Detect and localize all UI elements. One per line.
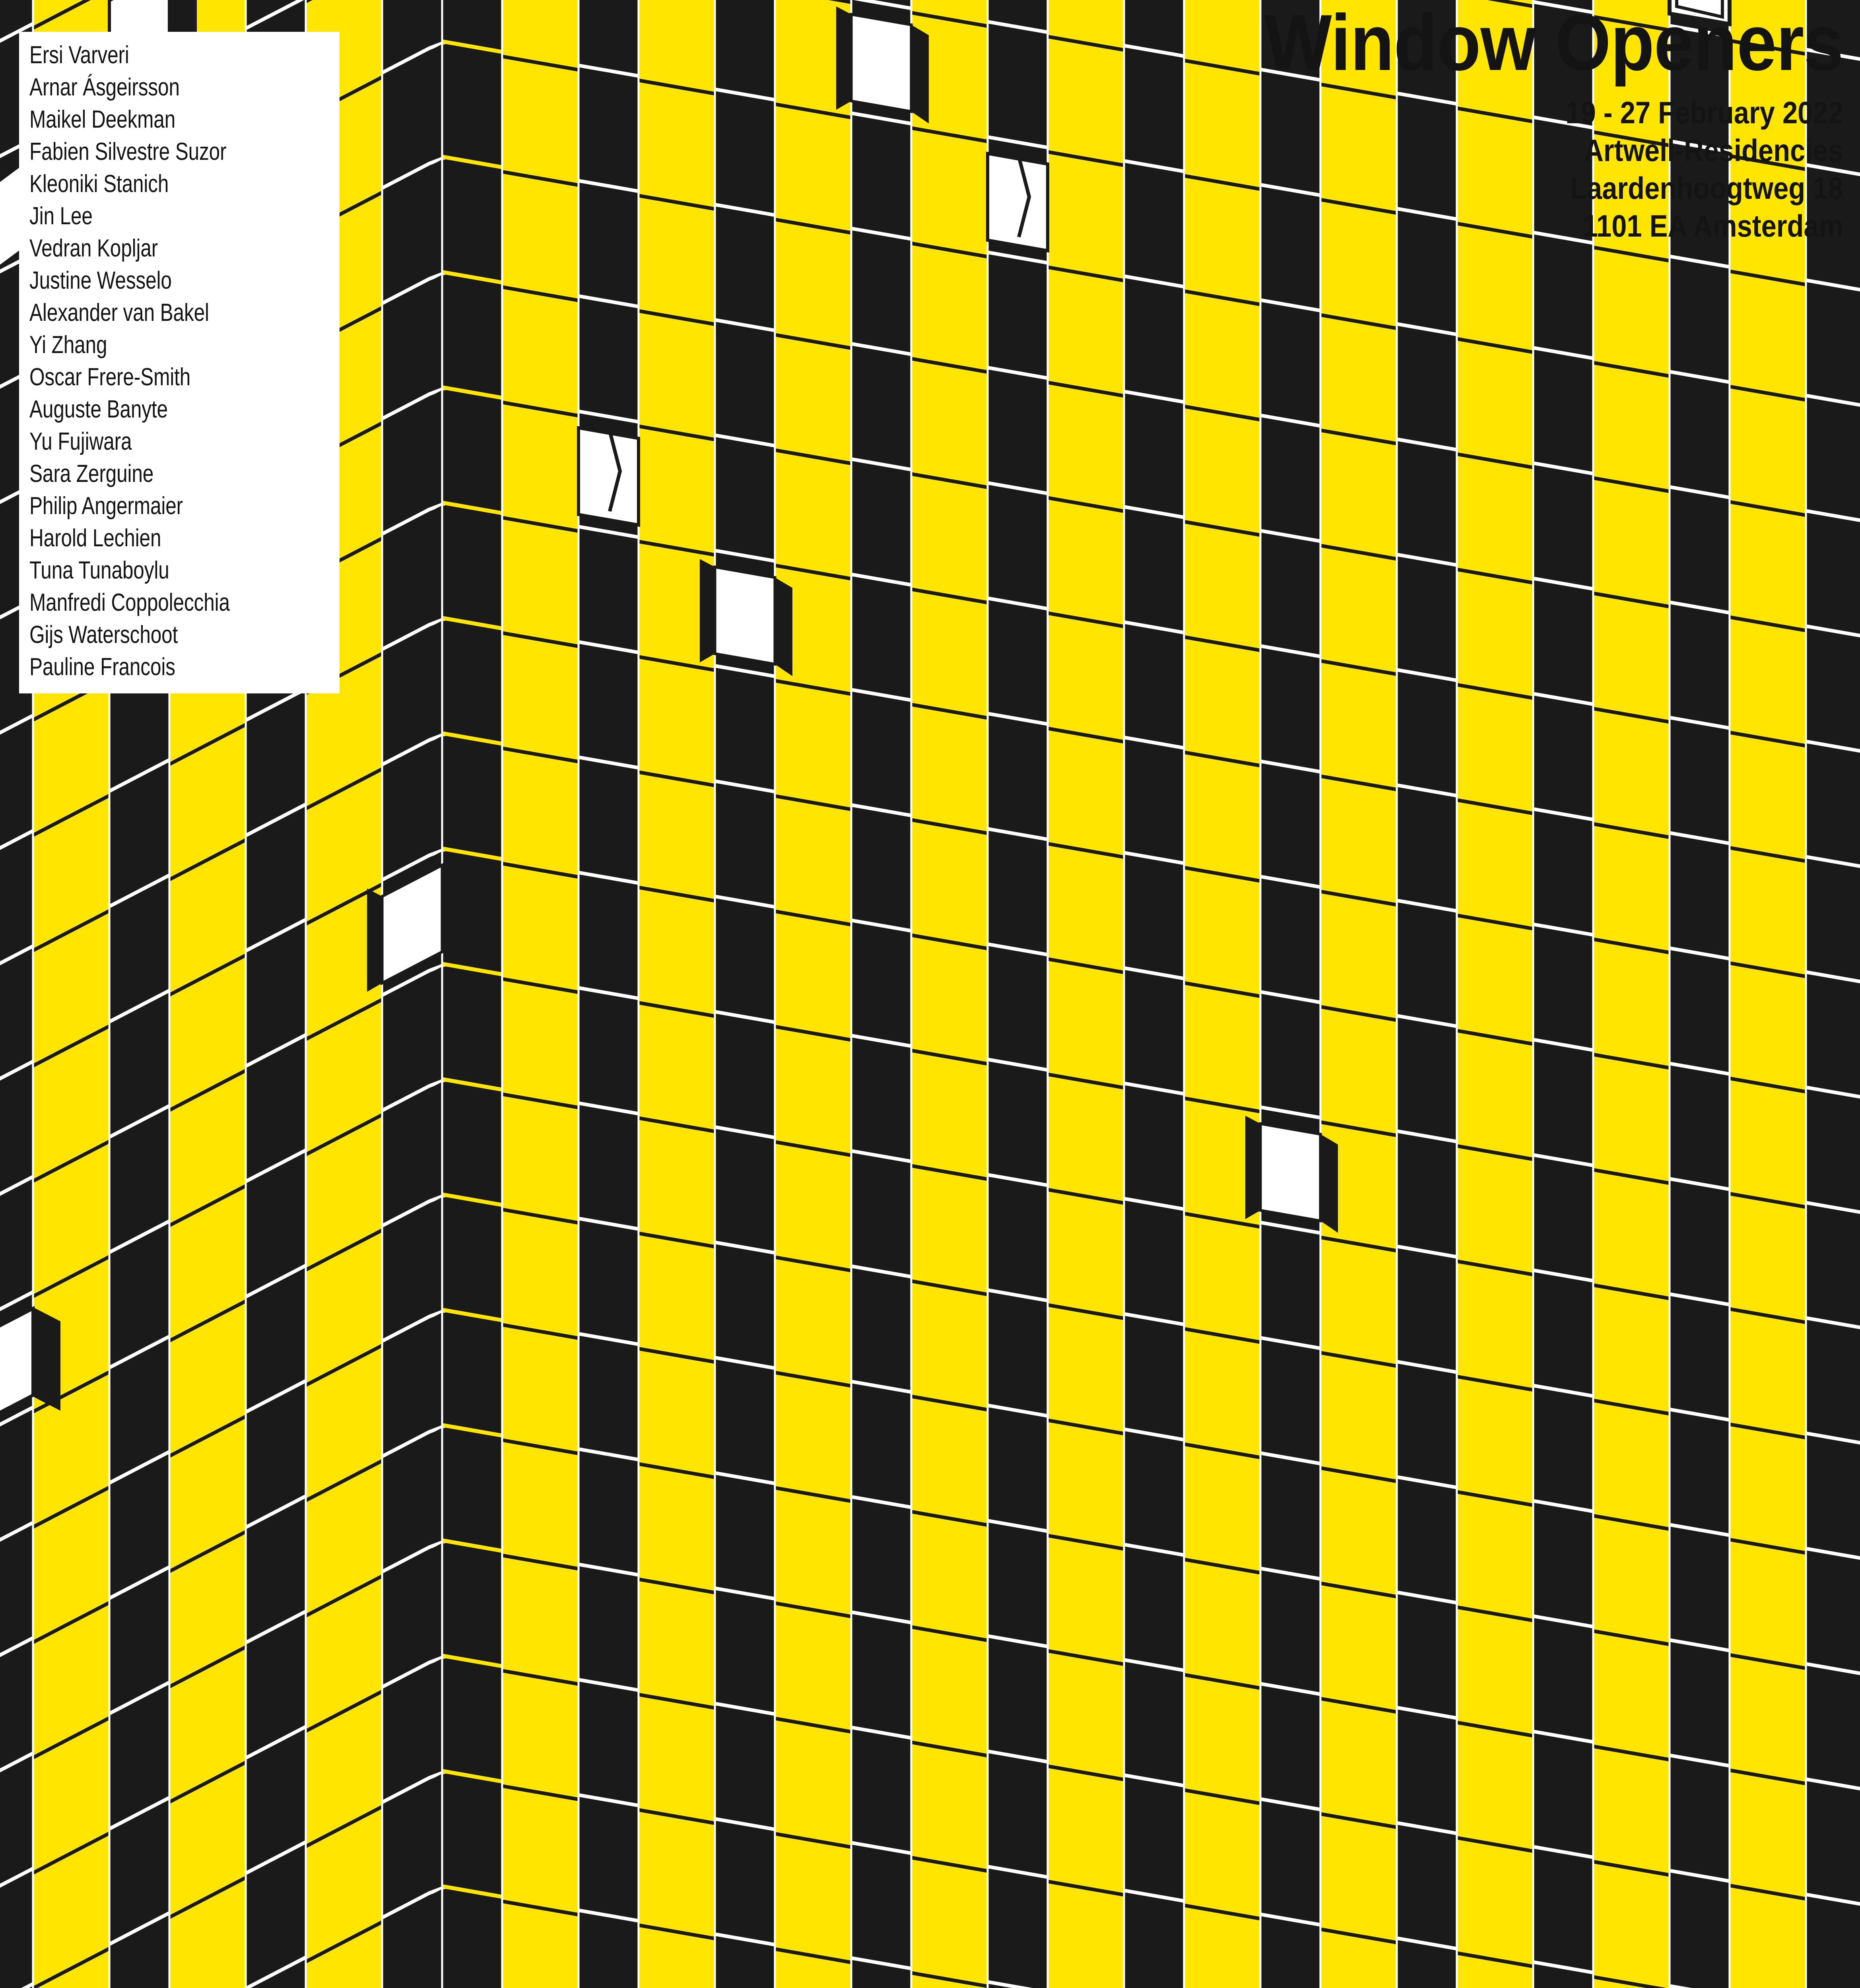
- facade-window: [1245, 1116, 1338, 1233]
- artist-name: Yi Zhang: [29, 331, 107, 359]
- page-title: Window Openers: [1264, 0, 1844, 87]
- artist-names-panel: Ersi Varveri Arnar Ásgeirsson Maikel Deekm…: [19, 32, 340, 693]
- artist-name: Yu Fujiwara: [29, 428, 132, 455]
- venue-street: Laardenhoogtweg 18: [1570, 171, 1843, 206]
- facade-window: [1668, 0, 1732, 27]
- artist-name: Maikel Deekman: [29, 106, 176, 133]
- title-block: Window Openers 19 - 27 February 2022 Art…: [1200, 0, 1844, 245]
- facade-window: [367, 863, 460, 992]
- facade-window: [986, 151, 1049, 253]
- venue-dates: 19 - 27 February 2022: [1565, 95, 1843, 130]
- artist-name: Alexander van Bakel: [29, 299, 209, 326]
- artist-name: Jin Lee: [29, 202, 93, 230]
- artist-name: Gijs Waterschoot: [29, 621, 178, 648]
- facade-window: [577, 426, 640, 527]
- venue-city: 1101 EA Amsterdam: [1583, 208, 1843, 243]
- artist-names-list: Ersi Varveri Arnar Ásgeirsson Maikel Deekm…: [29, 39, 340, 683]
- artist-name: Harold Lechien: [29, 524, 161, 552]
- artist-name: Tuna Tunaboylu: [29, 557, 169, 584]
- venue-organisation: Artwell-Residencies: [1584, 133, 1843, 168]
- artist-name: Auguste Banyte: [29, 396, 168, 423]
- artist-name: Pauline Francois: [29, 653, 175, 681]
- facade-window: [700, 559, 792, 676]
- artist-name: Philip Angermaier: [29, 492, 183, 520]
- artist-name: Ersi Varveri: [29, 41, 129, 69]
- artist-name: Fabien Silvestre Suzor: [29, 138, 227, 165]
- venue-info: 19 - 27 February 2022 Artwell-Residencie…: [1200, 94, 1843, 245]
- artist-name: Justine Wesselo: [29, 267, 172, 294]
- facade-window: [836, 6, 929, 124]
- facade-window: [0, 1306, 60, 1414]
- artist-name: Oscar Frere-Smith: [29, 363, 191, 391]
- artist-name: Sara Zerguine: [29, 460, 154, 487]
- artist-name: Arnar Ásgeirsson: [29, 74, 180, 101]
- artist-name: Vedran Kopljar: [29, 235, 158, 262]
- artist-name: Manfredi Coppolecchia: [29, 589, 230, 616]
- artist-name: Kleoniki Stanich: [29, 170, 169, 198]
